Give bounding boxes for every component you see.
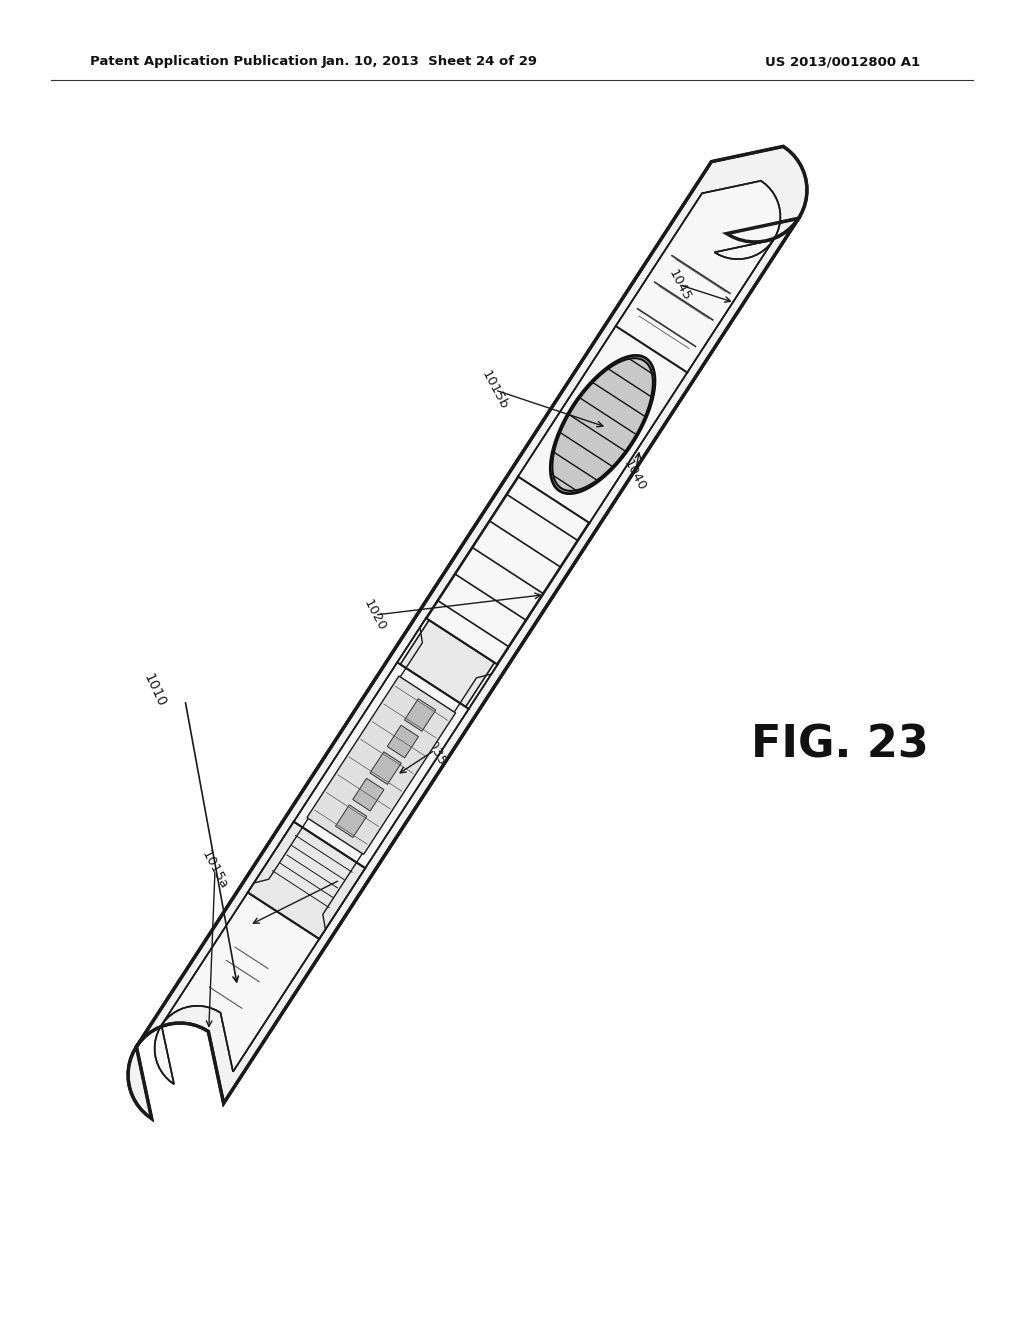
Polygon shape xyxy=(248,821,366,939)
Polygon shape xyxy=(387,725,419,758)
Polygon shape xyxy=(404,698,436,731)
Polygon shape xyxy=(336,805,367,837)
Text: 1015a: 1015a xyxy=(200,849,230,891)
Text: 1035: 1035 xyxy=(421,733,449,768)
Polygon shape xyxy=(400,620,495,706)
Text: 1015b: 1015b xyxy=(479,368,511,412)
Text: Patent Application Publication: Patent Application Publication xyxy=(90,55,317,69)
Polygon shape xyxy=(550,355,655,494)
Polygon shape xyxy=(307,676,456,854)
Text: US 2013/0012800 A1: US 2013/0012800 A1 xyxy=(765,55,920,69)
Text: 1030: 1030 xyxy=(327,862,353,898)
Text: 1020: 1020 xyxy=(361,597,389,634)
Polygon shape xyxy=(155,181,780,1084)
Polygon shape xyxy=(370,752,401,784)
Text: Jan. 10, 2013  Sheet 24 of 29: Jan. 10, 2013 Sheet 24 of 29 xyxy=(322,55,538,69)
Text: FIG. 23: FIG. 23 xyxy=(752,723,929,767)
Text: 1010: 1010 xyxy=(141,671,169,709)
Polygon shape xyxy=(128,147,807,1118)
Text: 1045: 1045 xyxy=(667,267,693,304)
Polygon shape xyxy=(352,779,384,810)
Text: 1040: 1040 xyxy=(622,457,648,492)
